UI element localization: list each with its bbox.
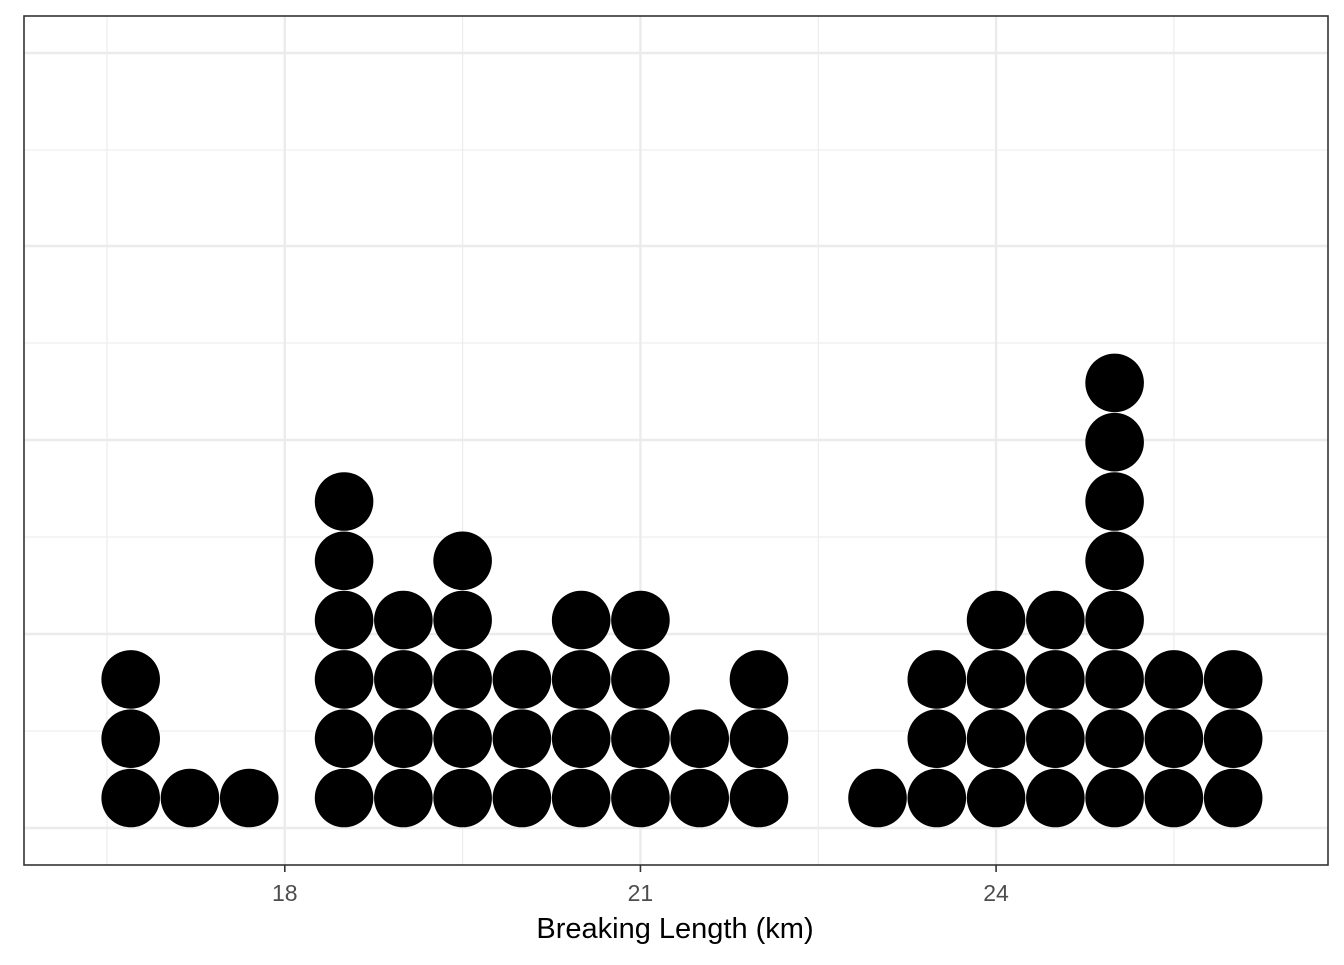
dot-point xyxy=(670,709,730,768)
dot-point xyxy=(1085,768,1144,828)
dot-point xyxy=(611,650,670,709)
dot-point xyxy=(374,768,433,828)
panel-border xyxy=(23,15,1329,866)
dot-point xyxy=(1144,709,1204,768)
dot-point xyxy=(492,709,552,768)
dot-point xyxy=(433,650,492,709)
dot-point xyxy=(966,650,1026,709)
dot-point xyxy=(1085,709,1144,768)
dot-point xyxy=(907,650,967,709)
dot-point xyxy=(374,650,433,709)
dot-point xyxy=(314,472,374,531)
dot-point xyxy=(611,709,670,768)
dot-point xyxy=(670,768,730,828)
dot-point xyxy=(1085,531,1144,591)
dot-point xyxy=(1026,768,1085,828)
dot-point xyxy=(101,709,160,768)
dot-point xyxy=(1144,768,1204,828)
dot-point xyxy=(314,531,374,591)
dot-point xyxy=(1026,590,1085,650)
dot-point xyxy=(1203,709,1263,768)
x-tick-label: 24 xyxy=(983,880,1009,906)
dot-point xyxy=(433,709,492,768)
dot-point xyxy=(433,590,492,650)
dot-point xyxy=(101,768,160,828)
dot-point xyxy=(1085,472,1144,531)
dot-point xyxy=(1026,650,1085,709)
dot-point xyxy=(966,709,1026,768)
dot-point xyxy=(966,768,1026,828)
dot-point xyxy=(314,768,374,828)
dot-point xyxy=(611,768,670,828)
dot-point xyxy=(729,709,789,768)
dot-point xyxy=(374,709,433,768)
dot-point xyxy=(729,650,789,709)
x-axis-title: Breaking Length (km) xyxy=(536,913,813,945)
dot-point xyxy=(907,768,967,828)
x-axis-ticks xyxy=(283,865,997,872)
dot-point xyxy=(492,650,552,709)
dot-point xyxy=(1085,412,1144,472)
dot-point xyxy=(433,768,492,828)
dot-point xyxy=(1203,768,1263,828)
dot-point xyxy=(1085,353,1144,413)
dot-point xyxy=(1203,650,1263,709)
dot-point xyxy=(551,650,611,709)
dot-point xyxy=(907,709,967,768)
x-tick-label: 21 xyxy=(628,880,654,906)
dot-point xyxy=(551,709,611,768)
x-axis-tick-labels: 18 21 24 xyxy=(272,880,1009,906)
dot-point xyxy=(729,768,789,828)
dot-point xyxy=(611,590,670,650)
dot-point xyxy=(219,768,279,828)
dot-point xyxy=(551,590,611,650)
dot-point xyxy=(160,768,220,828)
dot-point xyxy=(433,531,492,591)
dot-point xyxy=(1144,650,1204,709)
dot-point xyxy=(551,768,611,828)
dot-point xyxy=(314,709,374,768)
x-tick-label: 18 xyxy=(272,880,298,906)
dot-series xyxy=(101,353,1263,828)
dot-point xyxy=(966,590,1026,650)
dot-point xyxy=(101,650,160,709)
dot-point xyxy=(1026,709,1085,768)
dot-point xyxy=(314,590,374,650)
dot-point xyxy=(848,768,907,828)
dot-point xyxy=(1085,650,1144,709)
dot-point xyxy=(374,590,433,650)
dot-point xyxy=(314,650,374,709)
dot-point xyxy=(1085,590,1144,650)
dot-point xyxy=(492,768,552,828)
